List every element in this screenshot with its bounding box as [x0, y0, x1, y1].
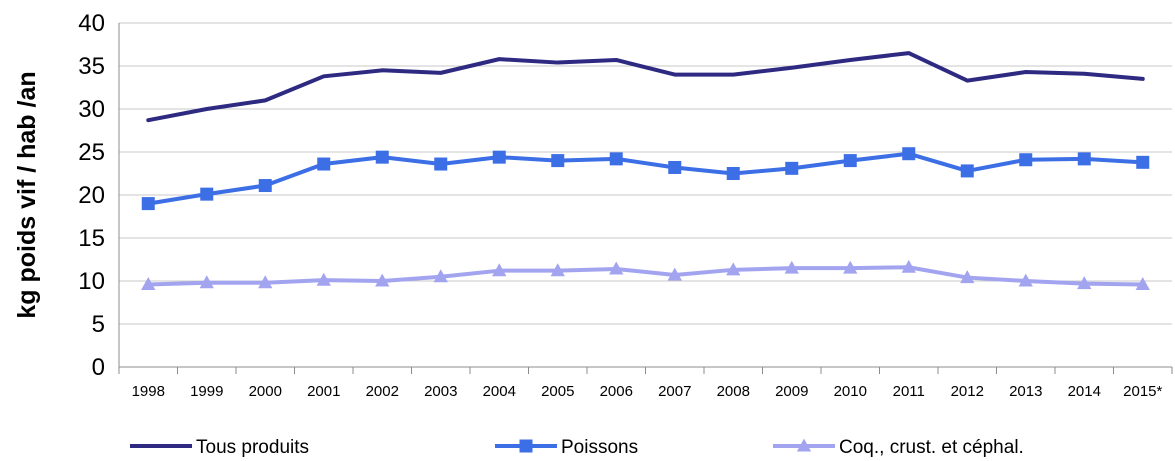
- data-point: [960, 270, 975, 284]
- x-tick-label: 2004: [483, 383, 516, 400]
- data-point: [258, 275, 273, 289]
- data-point: [492, 150, 506, 164]
- legend-label: Poissons: [561, 437, 638, 458]
- data-point: [375, 273, 390, 287]
- data-point: [609, 152, 623, 166]
- data-point: [492, 263, 507, 277]
- x-tick-label: 2000: [249, 383, 282, 400]
- x-tick-label: 2011: [893, 383, 925, 400]
- data-point: [550, 263, 565, 277]
- y-tick-label: 20: [78, 182, 105, 209]
- data-point: [200, 187, 214, 201]
- data-point: [1077, 152, 1091, 166]
- data-point: [785, 161, 799, 175]
- data-point: [375, 150, 389, 164]
- y-tick-label: 15: [78, 225, 105, 252]
- data-point: [199, 275, 214, 289]
- data-point: [843, 154, 857, 168]
- y-tick-label: 5: [92, 311, 105, 338]
- data-point: [960, 164, 974, 178]
- x-tick-label: 2010: [834, 383, 867, 400]
- data-point: [901, 259, 916, 273]
- data-point: [609, 261, 624, 275]
- legend-item-2: Coq., crust. et céphal.: [773, 437, 1024, 458]
- y-tick-label: 35: [78, 53, 105, 80]
- legend-label: Coq., crust. et céphal.: [839, 437, 1024, 458]
- x-tick-labels: 1998 1999 2000 2001 2002 2003 2004 2005 2006 2007…: [132, 383, 1163, 400]
- legend: Tous produits Poissons Coq., crust. et cép…: [130, 437, 1024, 458]
- y-tick-label: 30: [78, 96, 105, 123]
- y-tick-label: 10: [78, 268, 105, 295]
- data-point: [1135, 277, 1150, 290]
- x-tick-label: 2015*: [1123, 383, 1162, 400]
- x-tick-label: 2014: [1068, 383, 1101, 400]
- series-line: [146, 151, 1145, 206]
- data-point: [141, 277, 156, 290]
- x-tick-label: 2005: [541, 383, 574, 400]
- y-tick-labels: 0 5 10 15 20 25 30 35 40: [78, 10, 105, 381]
- series-line: [146, 265, 1145, 287]
- x-tick-label: 2003: [424, 383, 457, 400]
- data-point: [1077, 276, 1092, 290]
- data-point: [316, 272, 331, 286]
- data-point: [1018, 273, 1033, 287]
- y-tick-label: 40: [78, 10, 105, 37]
- series-group: [141, 51, 1150, 290]
- data-point: [843, 260, 858, 274]
- x-tick-label: 1998: [132, 383, 165, 400]
- data-point: [434, 157, 448, 171]
- series-line: [146, 51, 1145, 123]
- legend-marker: [796, 438, 812, 452]
- x-tick-label: 2002: [366, 383, 399, 400]
- data-point: [317, 157, 331, 171]
- data-point: [667, 267, 682, 281]
- data-point: [726, 262, 741, 276]
- legend-label: Tous produits: [196, 437, 309, 458]
- data-point: [433, 269, 448, 283]
- legend-item-1: Poissons: [495, 437, 638, 458]
- x-tick-label: 1999: [190, 383, 223, 400]
- x-tick-label: 2012: [951, 383, 984, 400]
- legend-item-0: Tous produits: [130, 437, 309, 458]
- data-point: [902, 147, 916, 161]
- x-tick-label: 2007: [658, 383, 691, 400]
- series-0: [146, 51, 1145, 123]
- y-tick-label: 25: [78, 139, 105, 166]
- data-point: [1019, 153, 1033, 167]
- x-tick-label: 2009: [775, 383, 808, 400]
- data-point: [726, 167, 740, 180]
- x-tick-label: 2001: [307, 383, 340, 400]
- x-tick-label: 2013: [1009, 383, 1042, 400]
- y-tick-label: 0: [92, 354, 105, 381]
- legend-marker: [519, 439, 533, 453]
- data-point: [784, 260, 799, 274]
- series-2: [141, 259, 1150, 290]
- axes: [118, 23, 1173, 374]
- data-point: [141, 197, 155, 211]
- data-point: [668, 160, 682, 174]
- data-point: [258, 179, 272, 193]
- data-point: [551, 154, 565, 168]
- x-tick-label: 2008: [717, 383, 750, 400]
- y-axis-label: kg poids vif / hab /an: [13, 71, 41, 318]
- series-1: [141, 147, 1150, 211]
- x-tick-label: 2006: [600, 383, 633, 400]
- data-point: [1136, 155, 1150, 169]
